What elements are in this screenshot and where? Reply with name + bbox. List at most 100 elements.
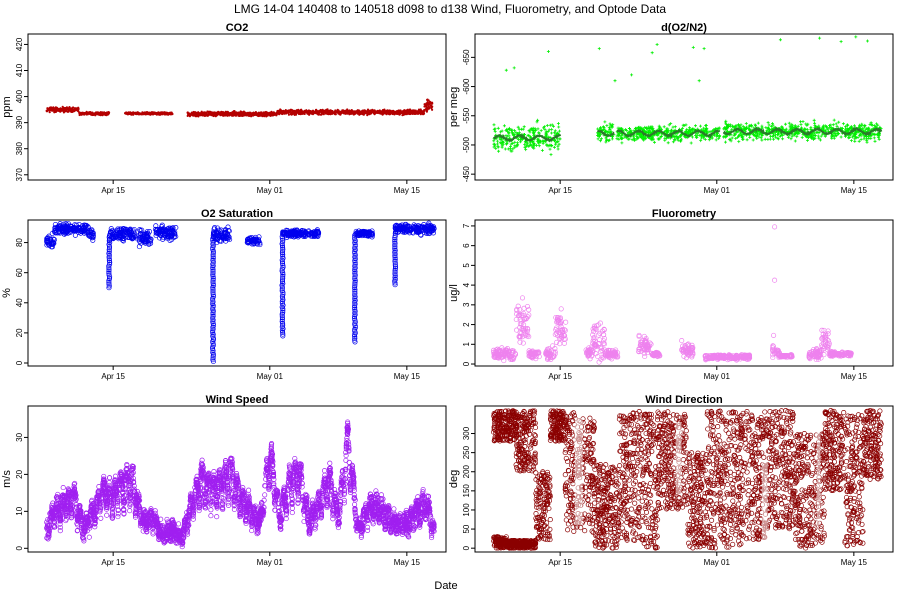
data-point [505,127,509,131]
data-point [138,231,144,237]
data-point [834,133,837,137]
data-point [524,148,528,152]
data-point [219,113,222,116]
data-point [46,107,49,110]
data-point [412,109,415,112]
data-point [308,113,311,116]
data-point [171,230,177,237]
data-point [422,110,426,113]
data-point [376,110,379,113]
data-point [100,113,104,116]
x-tick-label: May 01 [257,372,284,381]
data-point [210,290,216,296]
data-point [280,280,286,287]
data-point [357,110,361,113]
data-point [825,127,829,131]
data-point [701,129,705,133]
data-point [522,125,526,129]
data-point [766,121,770,125]
data-point [857,139,861,143]
data-point [188,113,191,116]
data-point [507,131,511,135]
data-point [127,229,133,235]
data-point [344,112,347,115]
data-point [392,225,398,231]
data-point [814,125,818,128]
data-point [865,138,869,142]
data-point [525,314,531,320]
data-point [86,232,92,239]
data-point [352,324,358,331]
data-point [553,139,557,143]
data-point [46,233,52,239]
data-point [311,110,314,113]
data-point [498,348,504,354]
data-point [107,261,113,267]
data-point [129,112,133,115]
data-point [524,333,530,339]
y-tick-label: 20 [15,328,24,337]
data-point [210,288,216,294]
data-point [523,145,527,149]
data-point [279,108,282,111]
data-point [210,346,216,352]
data-point [492,139,496,143]
data-point [280,275,286,281]
data-point [426,220,432,226]
data-point [392,244,398,250]
data-point [60,109,64,112]
data-point [60,225,66,231]
data-point [170,228,177,234]
data-point [59,225,65,231]
data-point [539,129,543,133]
data-point [605,138,609,142]
data-point [870,123,874,127]
data-point [210,277,216,283]
data-point [699,124,702,128]
y-axis-label: per meg [448,87,460,127]
data-point [210,281,216,287]
data-point [352,279,358,285]
data-point [143,233,149,239]
data-point [724,140,727,144]
trend-line [493,132,562,143]
data-point [279,110,282,113]
data-point [280,264,286,270]
data-point [500,145,504,149]
data-point [524,331,530,337]
data-point [628,127,631,131]
x-tick-label: May 01 [704,186,731,195]
data-point [800,126,804,130]
data-point [497,149,501,153]
data-point [210,297,216,303]
data-point [106,267,112,273]
data-point [810,136,813,140]
data-point [331,110,334,113]
data-point [55,109,58,112]
data-point [383,112,386,115]
data-point [63,107,66,110]
data-point [724,121,727,125]
data-point [491,347,497,353]
data-point [319,113,322,116]
data-point [136,236,142,242]
data-point [644,136,648,140]
data-point [841,122,845,126]
data-point [812,118,816,122]
data-point [550,144,554,148]
data-point [524,325,531,332]
data-point [519,326,525,332]
data-point [784,127,788,131]
panel-title: d(O2/N2) [661,22,707,34]
data-point [382,109,385,112]
data-point [554,140,558,144]
data-point [280,273,286,279]
data-point [210,313,216,319]
data-point [401,112,405,115]
data-point [280,309,286,315]
y-tick-label: -450 [462,166,471,183]
data-point [231,114,234,117]
data-point [252,234,258,240]
data-point [392,260,398,266]
data-point [804,127,808,131]
